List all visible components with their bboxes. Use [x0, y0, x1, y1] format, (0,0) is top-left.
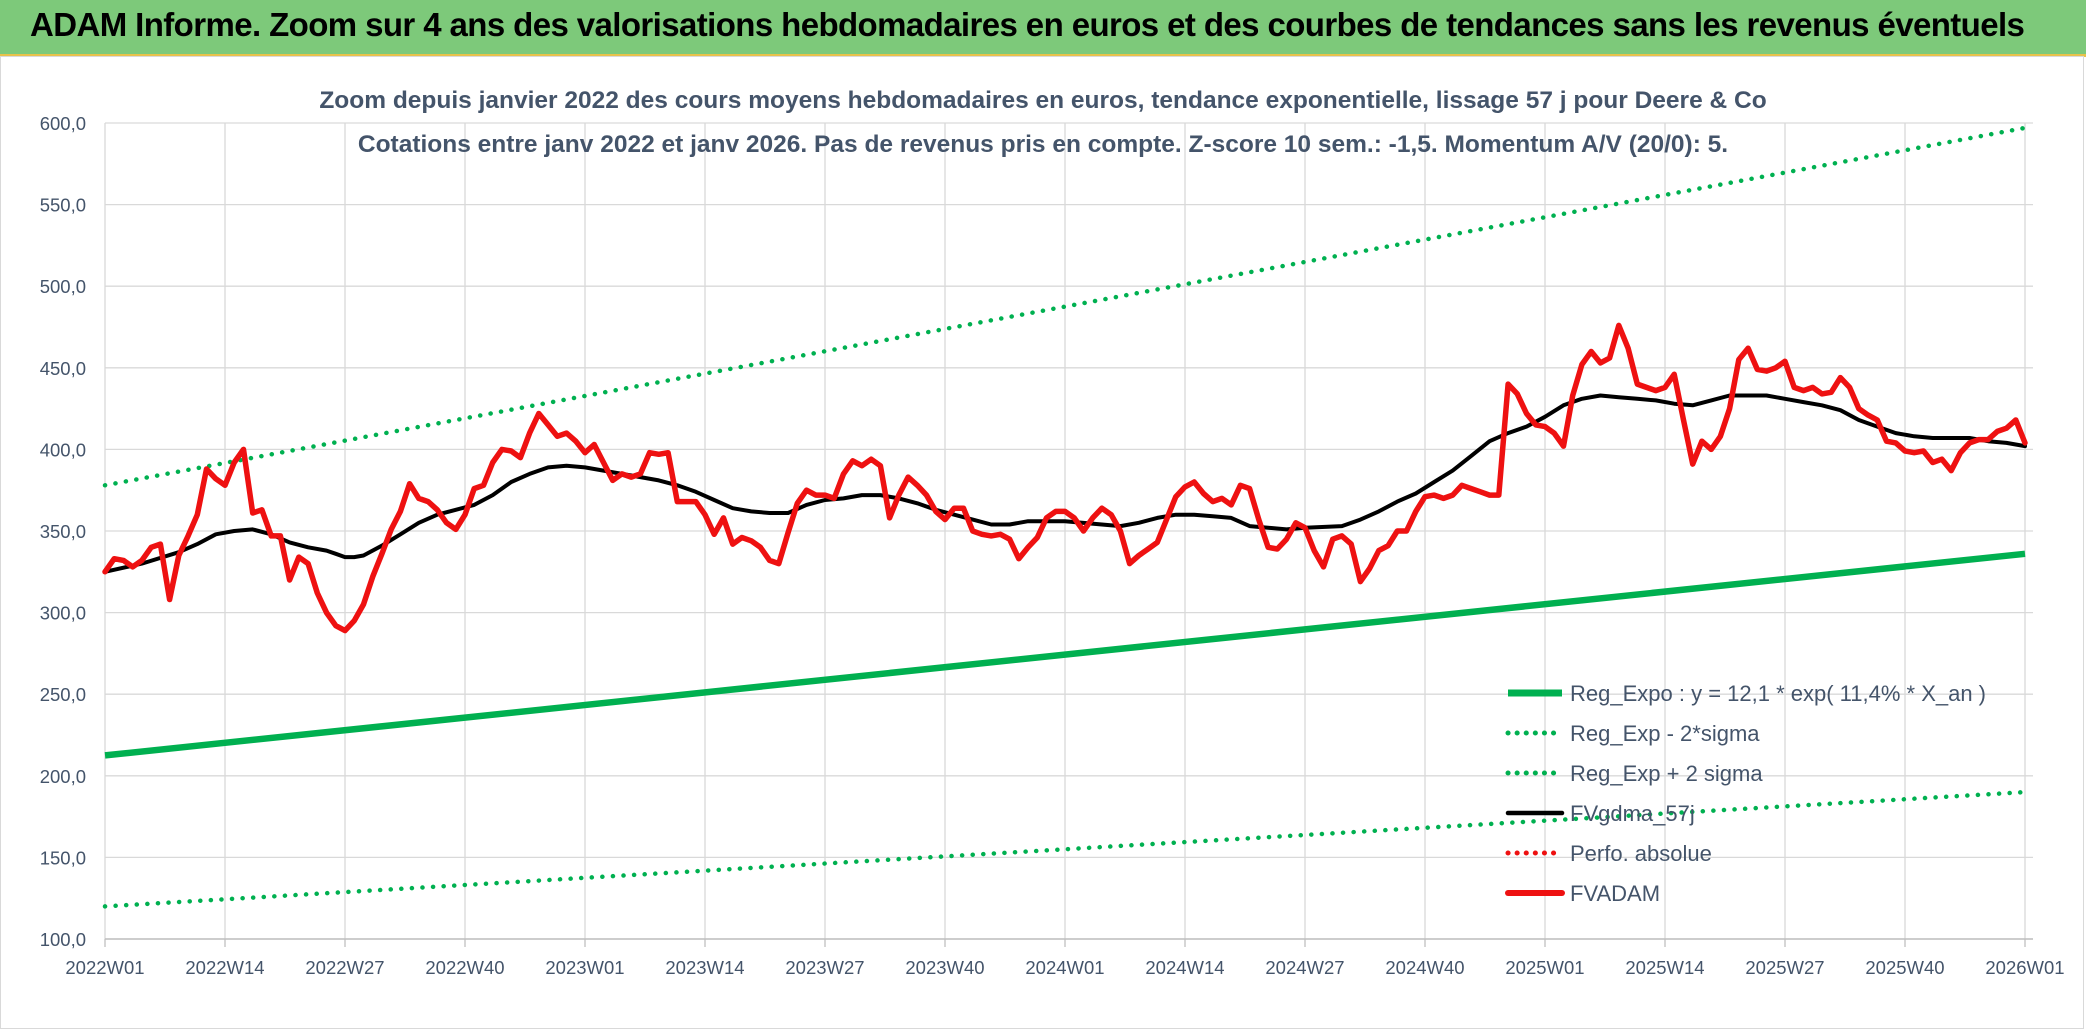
y-tick-label: 100,0	[40, 929, 86, 950]
y-tick-label: 450,0	[40, 358, 86, 379]
y-tick-label: 250,0	[40, 684, 86, 705]
legend-label: Perfo. absolue	[1570, 841, 1712, 866]
chart-subtitle: Cotations entre janv 2022 et janv 2026. …	[358, 131, 1728, 158]
x-tick-label: 2024W40	[1385, 957, 1464, 978]
legend-label: FVgdma_57j	[1570, 801, 1695, 826]
series-line-0	[104, 550, 2026, 759]
x-tick-label: 2025W27	[1745, 957, 1824, 978]
legend-label: Reg_Expo : y = 12,1 * exp( 11,4% * X_an …	[1570, 681, 1986, 706]
x-axis-ticks: 2022W01 2022W14 2022W27 2022W40 2023W01 2023W…	[65, 957, 2064, 978]
y-tick-label: 550,0	[40, 195, 86, 216]
y-tick-label: 600,0	[40, 113, 86, 134]
gridlines	[104, 122, 2033, 947]
x-tick-label: 2023W01	[545, 957, 624, 978]
y-tick-label: 350,0	[40, 521, 86, 542]
y-tick-label: 400,0	[40, 439, 86, 460]
legend-label: Reg_Exp + 2 sigma	[1570, 761, 1763, 786]
y-tick-label: 150,0	[40, 847, 86, 868]
x-tick-label: 2025W01	[1505, 957, 1584, 978]
x-tick-label: 2025W14	[1625, 957, 1704, 978]
x-tick-label: 2024W14	[1145, 957, 1224, 978]
series-lines	[102, 125, 2028, 909]
series-line-2	[102, 125, 2028, 488]
legend: Reg_Expo : y = 12,1 * exp( 11,4% * X_an …	[1505, 681, 1986, 906]
y-tick-label: 500,0	[40, 276, 86, 297]
x-tick-label: 2025W40	[1865, 957, 1944, 978]
series-line-5	[102, 322, 2028, 634]
chart-title: Zoom depuis janvier 2022 des cours moyen…	[319, 87, 1766, 114]
x-tick-label: 2022W27	[305, 957, 384, 978]
x-tick-label: 2023W14	[665, 957, 744, 978]
y-axis-ticks: 100,0 150,0 200,0 250,0 300,0 350,0 400,0 450,0…	[40, 113, 86, 950]
series-line-1	[102, 789, 2028, 909]
x-tick-label: 2023W40	[905, 957, 984, 978]
x-tick-label: 2026W01	[1985, 957, 2064, 978]
x-tick-label: 2023W27	[785, 957, 864, 978]
legend-label: FVADAM	[1570, 881, 1660, 906]
banner-title: ADAM Informe. Zoom sur 4 ans des valoris…	[30, 6, 2025, 43]
legend-label: Reg_Exp - 2*sigma	[1570, 721, 1760, 746]
x-tick-label: 2024W27	[1265, 957, 1344, 978]
x-tick-label: 2022W14	[185, 957, 264, 978]
y-tick-label: 200,0	[40, 766, 86, 787]
chart-frame	[0, 56, 2084, 1029]
x-tick-label: 2022W40	[425, 957, 504, 978]
x-tick-label: 2022W01	[65, 957, 144, 978]
y-tick-label: 300,0	[40, 603, 86, 624]
title-banner: ADAM Informe. Zoom sur 4 ans des valoris…	[0, 0, 2086, 57]
x-tick-label: 2024W01	[1025, 957, 1104, 978]
